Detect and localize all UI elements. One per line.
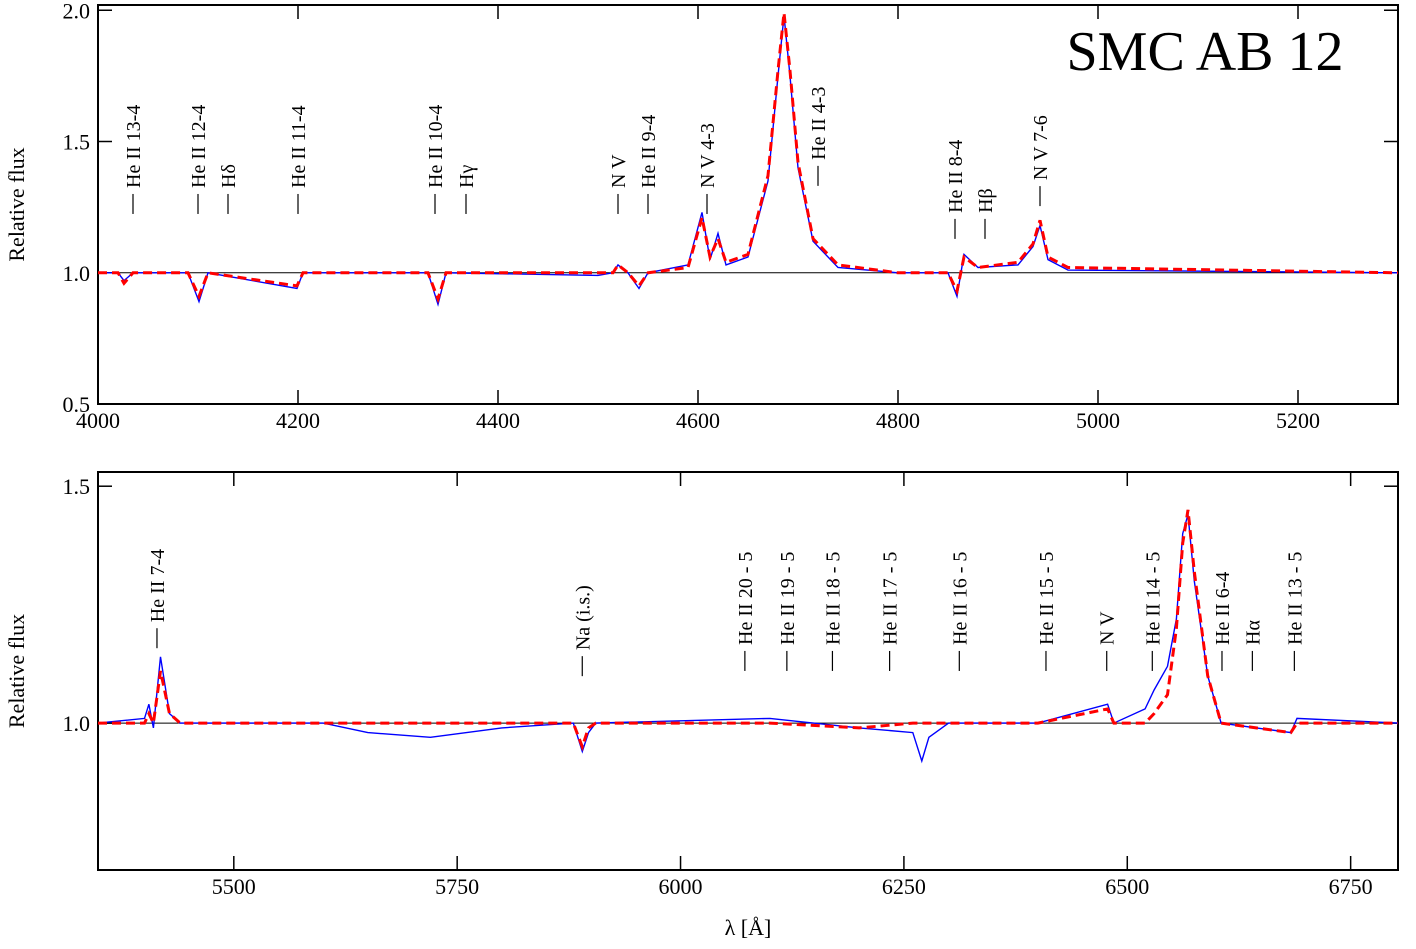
line-label: Na (i.s.)	[572, 585, 594, 650]
x-tick-label: 6500	[1105, 874, 1149, 899]
line-label: He II 4-3	[808, 87, 830, 160]
line-label: He II 11-4	[288, 105, 310, 188]
y-axis-label: Relative flux	[4, 614, 29, 728]
line-label: He II 7-4	[147, 549, 169, 622]
x-tick-label: 5200	[1276, 408, 1320, 433]
y-tick-label: 1.5	[63, 130, 91, 155]
line-label: N V 7-6	[1030, 115, 1052, 180]
y-tick-label: 1.5	[63, 474, 91, 499]
x-tick-label: 6000	[659, 874, 703, 899]
line-label: He II 19 - 5	[777, 552, 799, 645]
line-label: He II 13-4	[123, 105, 145, 188]
line-label: He II 12-4	[188, 105, 210, 188]
x-tick-label: 4600	[676, 408, 720, 433]
line-label: He II 8-4	[945, 140, 967, 213]
x-tick-label: 5000	[1076, 408, 1120, 433]
line-label: He II 20 - 5	[735, 552, 757, 645]
x-tick-label: 4800	[876, 408, 920, 433]
line-label: N V	[1097, 611, 1119, 645]
y-axis-label: Relative flux	[4, 147, 29, 261]
y-tick-label: 1.0	[63, 711, 91, 736]
line-label: Hβ	[975, 188, 997, 213]
model-spectrum	[98, 12, 1399, 304]
x-tick-label: 4400	[476, 408, 520, 433]
x-tick-label: 5500	[212, 874, 256, 899]
x-tick-label: 4000	[76, 408, 120, 433]
line-label: N V 4-3	[697, 123, 719, 188]
x-axis-label: λ [Å]	[725, 915, 772, 940]
x-tick-label: 5750	[435, 874, 479, 899]
line-label: He II 10-4	[425, 105, 447, 188]
line-label: Hα	[1242, 619, 1264, 644]
line-label: Hγ	[456, 165, 478, 188]
line-label: N V	[608, 154, 630, 188]
plot-frame	[97, 471, 1399, 871]
line-label: He II 18 - 5	[822, 552, 844, 645]
line-label: He II 13 - 5	[1284, 552, 1306, 645]
y-tick-label: 0.5	[63, 392, 91, 417]
y-tick-label: 2.0	[63, 0, 91, 23]
line-label: He II 9-4	[638, 115, 660, 188]
line-label: He II 14 - 5	[1142, 552, 1164, 645]
plot-frame	[97, 4, 1399, 405]
y-tick-label: 1.0	[63, 261, 91, 286]
chart-title: SMC AB 12	[1067, 21, 1344, 83]
line-label: He II 15 - 5	[1036, 552, 1058, 645]
model-spectrum	[98, 509, 1398, 752]
x-tick-label: 6250	[882, 874, 926, 899]
line-label: He II 6-4	[1212, 572, 1234, 645]
x-tick-label: 4200	[276, 408, 320, 433]
line-label: Hδ	[218, 164, 240, 188]
line-label: He II 16 - 5	[949, 552, 971, 645]
line-label: He II 17 - 5	[880, 552, 902, 645]
x-tick-label: 6750	[1329, 874, 1373, 899]
